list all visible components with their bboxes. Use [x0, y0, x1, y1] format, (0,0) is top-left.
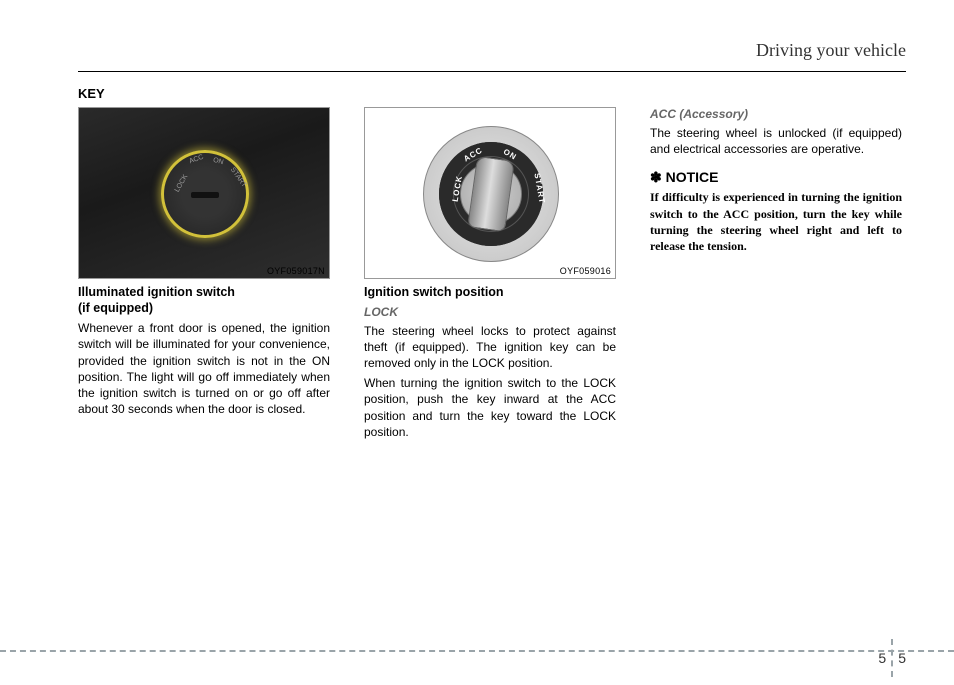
col3-body: The steering wheel is unlocked (if equip… [650, 125, 902, 157]
figure-code-1: OYF059017N [267, 266, 325, 276]
page-number-value: 5 [898, 650, 906, 666]
col1-heading: Illuminated ignition switch (if equipped… [78, 285, 330, 316]
col2-sub: LOCK [364, 305, 616, 319]
figure-code-2: OYF059016 [560, 266, 611, 276]
page-num-divider-icon [891, 639, 893, 677]
col1-body: Whenever a front door is opened, the ign… [78, 320, 330, 417]
notice-body: If difficulty is experienced in turning … [650, 189, 902, 254]
page-number: 5 5 [878, 639, 906, 677]
content-columns: LOCK ACC ON START OYF059017N Illuminated… [78, 107, 906, 440]
col1-heading-line1: Illuminated ignition switch [78, 285, 235, 299]
col2-body2: When turning the ignition switch to the … [364, 375, 616, 440]
col1-heading-line2: (if equipped) [78, 301, 153, 315]
column-1: LOCK ACC ON START OYF059017N Illuminated… [78, 107, 330, 440]
header-title: Driving your vehicle [756, 40, 906, 60]
section-title: KEY [78, 86, 906, 101]
col3-sub: ACC (Accessory) [650, 107, 902, 121]
header-rule [78, 71, 906, 72]
notice-heading: ✽ NOTICE [650, 169, 902, 186]
footer-dashed-line [0, 650, 954, 652]
col2-heading: Ignition switch position [364, 285, 616, 301]
page-footer: 5 5 [0, 639, 954, 667]
key-slot-icon [191, 192, 219, 198]
col2-body1: The steering wheel locks to protect agai… [364, 323, 616, 372]
column-2: LOCK ACC ON START OYF059016 Ignition swi… [364, 107, 616, 440]
page-header: Driving your vehicle [78, 40, 906, 67]
column-3: ACC (Accessory) The steering wheel is un… [650, 107, 902, 440]
section-number: 5 [878, 650, 886, 666]
figure-illuminated-ignition: LOCK ACC ON START OYF059017N [78, 107, 330, 279]
figure-ignition-position: LOCK ACC ON START OYF059016 [364, 107, 616, 279]
